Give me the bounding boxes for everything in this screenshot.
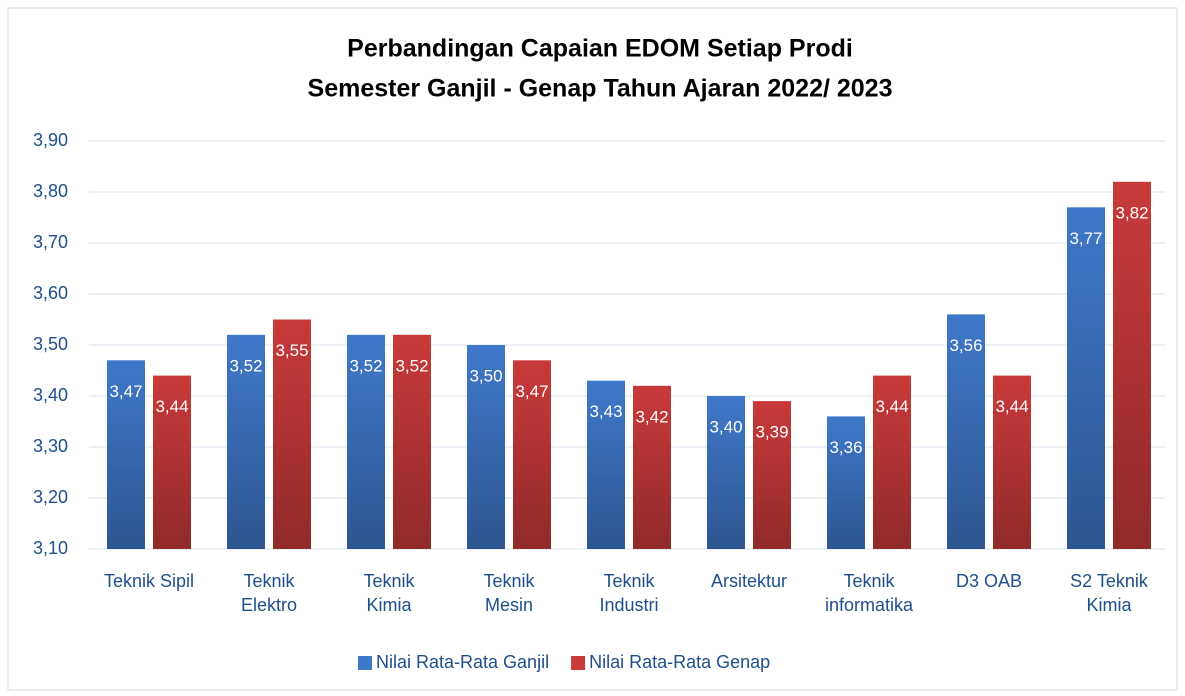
legend-swatch (358, 656, 372, 670)
bar (347, 334, 385, 549)
bar (1113, 181, 1151, 550)
legend-label: Nilai Rata-Rata Genap (589, 652, 770, 672)
bar (513, 360, 551, 549)
data-label: 3,40 (709, 417, 742, 436)
bar (273, 319, 311, 549)
y-tick-label: 3,50 (33, 334, 68, 354)
y-tick-label: 3,90 (33, 130, 68, 150)
y-tick-label: 3,10 (33, 538, 68, 558)
data-label: 3,52 (395, 356, 428, 375)
data-label: 3,44 (995, 397, 1028, 416)
data-label: 3,52 (349, 356, 382, 375)
data-label: 3,47 (109, 382, 142, 401)
y-tick-label: 3,20 (33, 487, 68, 507)
bar (153, 375, 191, 549)
bar (947, 314, 985, 549)
legend-swatch (571, 656, 586, 670)
data-label: 3,52 (229, 356, 262, 375)
x-tick-label: Teknik informatika (824, 571, 914, 615)
bar (467, 345, 505, 549)
bar (873, 375, 911, 549)
bar (633, 385, 671, 549)
chart-title: Perbandingan Capaian EDOM Setiap Prodi (347, 35, 853, 63)
data-label: 3,50 (469, 366, 502, 385)
data-label: 3,44 (875, 397, 908, 416)
x-tick-label: S2 Teknik Kimia (1070, 571, 1148, 615)
chart-subtitle: Semester Ganjil - Genap Tahun Ajaran 202… (308, 75, 893, 103)
bar (107, 360, 145, 549)
x-tick-label: D3 OAB (955, 571, 1023, 591)
bar (753, 401, 791, 549)
x-tick-label: Arsitektur (710, 571, 788, 591)
data-label: 3,43 (589, 402, 622, 421)
x-tick-label: Teknik Sipil (103, 571, 195, 591)
bar (827, 416, 865, 549)
y-tick-label: 3,40 (33, 385, 68, 405)
bar (587, 380, 625, 549)
y-tick-label: 3,30 (33, 436, 68, 456)
data-label: 3,44 (155, 397, 188, 416)
data-label: 3,56 (949, 336, 982, 355)
data-label: 3,39 (755, 423, 788, 442)
data-label: 3,55 (275, 341, 308, 360)
y-tick-label: 3,70 (33, 232, 68, 252)
data-label: 3,82 (1115, 203, 1148, 222)
legend-label: Nilai Rata-Rata Ganjil (376, 652, 549, 672)
bar (227, 334, 265, 549)
x-tick-label: Teknik Mesin (483, 571, 535, 615)
x-tick-label: Teknik Kimia (363, 571, 415, 615)
bar (1067, 207, 1105, 550)
x-tick-label: Teknik Industri (599, 571, 659, 615)
y-tick-label: 3,60 (33, 283, 68, 303)
x-tick-label: Teknik Elektro (240, 571, 298, 615)
data-label: 3,36 (829, 438, 862, 457)
bar (707, 396, 745, 549)
data-label: 3,42 (635, 407, 668, 426)
data-label: 3,47 (515, 382, 548, 401)
bar (993, 375, 1031, 549)
data-label: 3,77 (1069, 229, 1102, 248)
bar (393, 334, 431, 549)
y-tick-label: 3,80 (33, 181, 68, 201)
